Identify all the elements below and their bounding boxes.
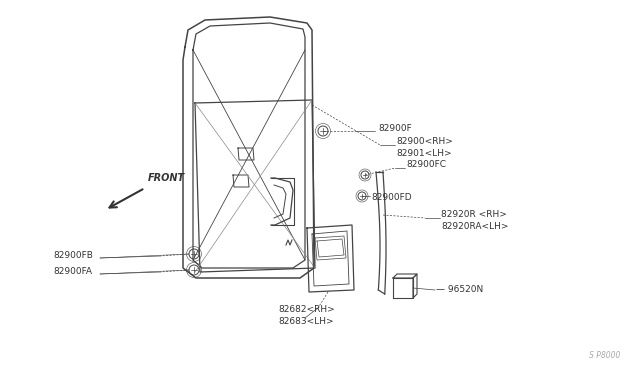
Text: S P8000: S P8000 — [589, 351, 620, 360]
Text: 82683<LH>: 82683<LH> — [278, 317, 333, 327]
Text: 82900FA: 82900FA — [53, 266, 92, 276]
Text: 82900<RH>: 82900<RH> — [396, 137, 453, 145]
Text: 82900FB: 82900FB — [53, 250, 93, 260]
Text: 82900F: 82900F — [378, 124, 412, 132]
Text: 82920RA<LH>: 82920RA<LH> — [441, 221, 509, 231]
Text: — 96520N: — 96520N — [436, 285, 483, 295]
Text: 82901<LH>: 82901<LH> — [396, 148, 452, 157]
Text: 82920R <RH>: 82920R <RH> — [441, 209, 507, 218]
Text: FRONT: FRONT — [148, 173, 185, 183]
Text: 82900FC: 82900FC — [406, 160, 446, 169]
Text: 82900FD: 82900FD — [371, 192, 412, 202]
Text: 82682<RH>: 82682<RH> — [278, 305, 335, 314]
